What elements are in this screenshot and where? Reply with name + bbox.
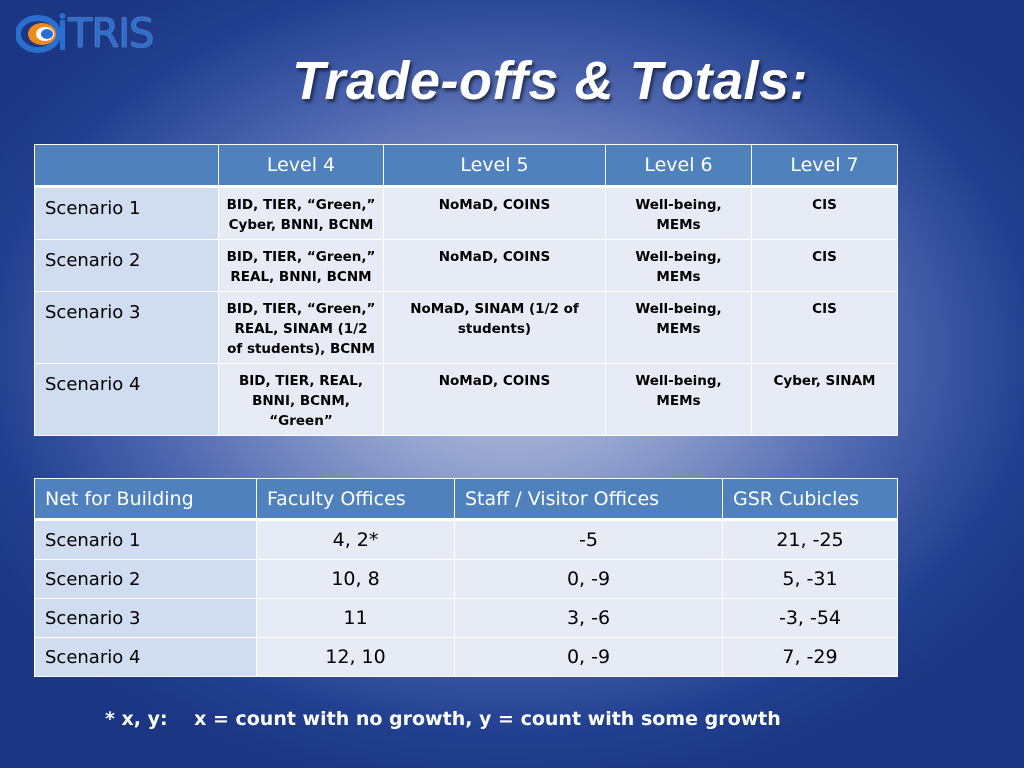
table-row: Scenario 2 BID, TIER, “Green,” REAL, BNN…	[34, 239, 898, 292]
table-row: Scenario 2 10, 8 0, -9 5, -31	[34, 559, 898, 599]
table-cell: Well-being, MEMs	[605, 239, 752, 292]
table-row: Scenario 1 BID, TIER, “Green,” Cyber, BN…	[34, 186, 898, 240]
table-cell: BID, TIER, “Green,” REAL, SINAM (1/2 of …	[218, 291, 384, 364]
table-cell: -3, -54	[722, 598, 898, 638]
row-label: Scenario 3	[34, 598, 257, 638]
table-row: Scenario 4 BID, TIER, REAL, BNNI, BCNM, …	[34, 363, 898, 436]
header-staff-visitor-offices: Staff / Visitor Offices	[454, 478, 723, 521]
table-cell: 7, -29	[722, 637, 898, 677]
table-cell: CIS	[751, 291, 898, 364]
table-cell: NoMaD, SINAM (1/2 of students)	[383, 291, 606, 364]
table-cell: BID, TIER, “Green,” Cyber, BNNI, BCNM	[218, 186, 384, 240]
table-cell: BID, TIER, “Green,” REAL, BNNI, BCNM	[218, 239, 384, 292]
table-cell: CIS	[751, 186, 898, 240]
table-cell: NoMaD, COINS	[383, 239, 606, 292]
table-row: Scenario 1 4, 2* -5 21, -25	[34, 519, 898, 560]
table-cell: 21, -25	[722, 519, 898, 560]
slide-title: Trade-offs & Totals:	[291, 51, 809, 111]
table-cell: CIS	[751, 239, 898, 292]
table-cell: 3, -6	[454, 598, 723, 638]
table-cell: 10, 8	[256, 559, 455, 599]
table-row: Scenario 3 BID, TIER, “Green,” REAL, SIN…	[34, 291, 898, 364]
table-cell: NoMaD, COINS	[383, 363, 606, 436]
table-cell: Cyber, SINAM	[751, 363, 898, 436]
corner-header-cell	[34, 144, 219, 188]
header-gsr-cubicles: GSR Cubicles	[722, 478, 898, 521]
table-cell: BID, TIER, REAL, BNNI, BCNM, “Green”	[218, 363, 384, 436]
level-assignment-table: Level 4 Level 5 Level 6 Level 7 Scenario…	[34, 144, 898, 436]
table-row: Scenario 4 12, 10 0, -9 7, -29	[34, 637, 898, 677]
header-level-5: Level 5	[383, 144, 606, 188]
header-level-7: Level 7	[751, 144, 898, 188]
itris-logo: TRIS	[15, 11, 154, 57]
table-cell: Well-being, MEMs	[605, 186, 752, 240]
row-label: Scenario 2	[34, 239, 219, 292]
row-label: Scenario 4	[34, 363, 219, 436]
table-cell: 5, -31	[722, 559, 898, 599]
row-label: Scenario 3	[34, 291, 219, 364]
table-header-row: Level 4 Level 5 Level 6 Level 7	[34, 144, 898, 188]
table-cell: 0, -9	[454, 637, 723, 677]
header-faculty-offices: Faculty Offices	[256, 478, 455, 521]
header-net-for-building: Net for Building	[34, 478, 257, 521]
table-header-row: Net for Building Faculty Offices Staff /…	[34, 478, 898, 521]
row-label: Scenario 4	[34, 637, 257, 677]
table-cell: Well-being, MEMs	[605, 291, 752, 364]
table-cell: 12, 10	[256, 637, 455, 677]
table-row: Scenario 3 11 3, -6 -3, -54	[34, 598, 898, 638]
table-cell: NoMaD, COINS	[383, 186, 606, 240]
table-cell: 11	[256, 598, 455, 638]
table-cell: -5	[454, 519, 723, 560]
header-level-4: Level 4	[218, 144, 384, 188]
table-cell: Well-being, MEMs	[605, 363, 752, 436]
row-label: Scenario 1	[34, 186, 219, 240]
row-label: Scenario 2	[34, 559, 257, 599]
itris-swirl-logo-icon	[15, 12, 70, 56]
table-cell: 0, -9	[454, 559, 723, 599]
header-level-6: Level 6	[605, 144, 752, 188]
footnote: * x, y: x = count with no growth, y = co…	[105, 708, 781, 730]
logo-text: TRIS	[68, 11, 154, 57]
table-cell: 4, 2*	[256, 519, 455, 560]
net-for-building-table: Net for Building Faculty Offices Staff /…	[34, 478, 898, 677]
row-label: Scenario 1	[34, 519, 257, 560]
